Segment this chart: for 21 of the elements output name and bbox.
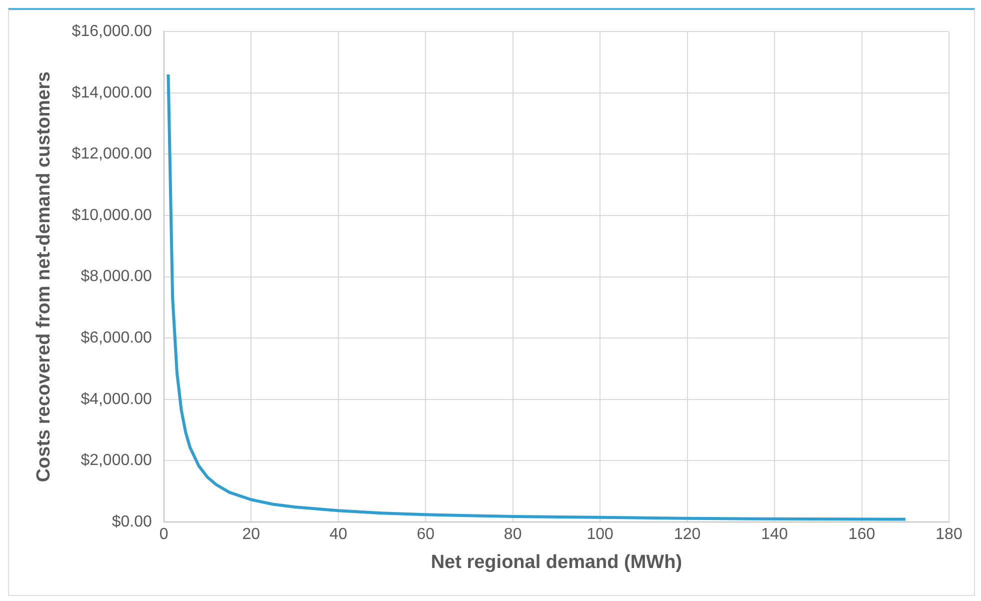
x-tick-label: 160 [848, 526, 876, 544]
x-tick-label: 0 [159, 526, 168, 544]
x-tick-label: 100 [586, 526, 614, 544]
y-tick-label: $16,000.00 [72, 23, 152, 40]
y-tick-label: $2,000.00 [80, 452, 152, 470]
y-tick-label: $10,000.00 [72, 206, 152, 224]
x-tick-label: 40 [329, 526, 348, 544]
y-tick-label: $4,000.00 [80, 390, 152, 408]
y-tick-label: $6,000.00 [80, 330, 152, 347]
y-tick-label: $12,000.00 [72, 146, 152, 163]
y-tick-label: $14,000.00 [72, 84, 152, 102]
y-tick-label: $8,000.00 [80, 268, 152, 286]
y-tick-label: $0.00 [112, 513, 152, 530]
x-tick-label: 140 [761, 526, 788, 544]
x-tick-label: 180 [936, 526, 962, 544]
x-axis-title: Net regional demand (MWh) [430, 552, 682, 573]
x-tick-label: 120 [674, 526, 701, 544]
x-tick-label: 80 [504, 526, 522, 544]
x-tick-label: 20 [242, 526, 260, 544]
x-tick-label: 60 [416, 526, 435, 544]
y-axis-title: Costs recovered from net-demand customers [34, 71, 55, 482]
